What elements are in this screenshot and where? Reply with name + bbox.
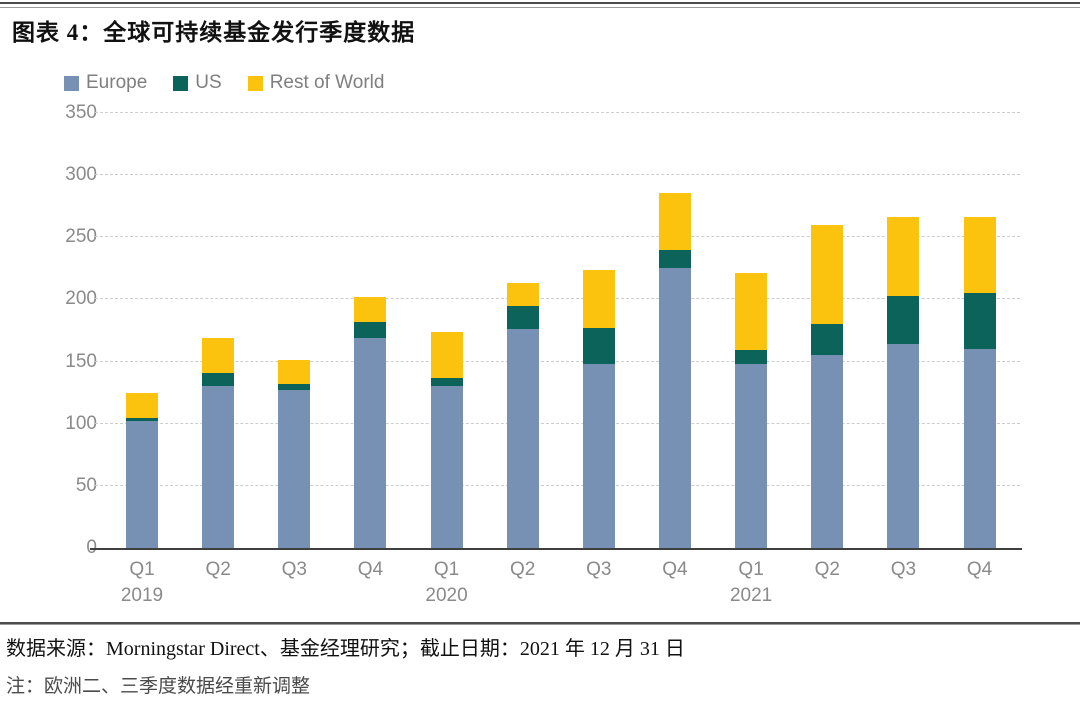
bar-segment-rest-of-world-q3-2020 (582, 269, 615, 329)
bar-segment-europe-q1-2019 (126, 421, 158, 548)
bar-segment-rest-of-world-q3-2021 (887, 217, 920, 296)
bar-segment-us-q2-2019 (202, 372, 235, 387)
gridline-250 (95, 236, 1020, 238)
bar-segment-rest-of-world-q4-2020 (658, 192, 691, 250)
source-text: 数据来源：Morningstar Direct、基金经理研究；截止日期：2021… (6, 638, 685, 660)
gridline-50 (95, 484, 1020, 486)
bar-segment-us-q4-2019 (354, 321, 387, 338)
europe-swatch-icon (64, 75, 79, 91)
x-tick-label: Q1 (738, 559, 764, 580)
legend-label-us: US (195, 72, 222, 93)
us-swatch-icon (173, 75, 189, 91)
bar-segment-europe-q3-2020 (582, 364, 615, 548)
bar-segment-europe-q4-2021 (963, 349, 996, 548)
x-tick-label: Q3 (586, 559, 612, 580)
bar-segment-europe-q4-2020 (658, 268, 691, 548)
rest-of-world-swatch-icon (247, 75, 263, 91)
legend-label-europe: Europe (86, 72, 148, 93)
bar-segment-europe-q3-2019 (278, 390, 311, 548)
bar-segment-europe-q1-2021 (735, 364, 768, 548)
legend-label-rest-of-world: Rest of World (269, 72, 385, 93)
x-tick-label: Q4 (357, 559, 384, 580)
bar-segment-europe-q2-2019 (202, 386, 235, 548)
bar-segment-rest-of-world-q4-2021 (963, 217, 996, 294)
bar-segment-rest-of-world-q2-2020 (506, 283, 539, 306)
legend-item-europe: Europe (64, 72, 147, 94)
legend-item-us: US (173, 72, 222, 94)
x-tick-year-label: 2019 (120, 585, 164, 606)
bar-segment-rest-of-world-q2-2021 (811, 224, 844, 325)
bar-segment-europe-q2-2020 (506, 329, 539, 548)
y-tick-label: 150 (65, 350, 97, 372)
bar-segment-europe-q1-2020 (430, 386, 463, 548)
x-tick-label: Q2 (205, 559, 231, 580)
bar-segment-us-q2-2020 (506, 305, 539, 330)
bottom-divider (0, 622, 1080, 625)
x-tick-label: Q4 (662, 559, 688, 580)
y-tick-label: 100 (65, 412, 97, 434)
gridline-100 (95, 422, 1020, 424)
y-tick-label: 250 (65, 226, 97, 248)
gridline-300 (95, 174, 1020, 176)
bar-segment-us-q1-2019 (126, 417, 158, 422)
bar-segment-us-q1-2020 (430, 377, 463, 387)
bar-segment-europe-q2-2021 (811, 355, 844, 548)
bar-segment-us-q4-2021 (963, 293, 996, 350)
x-axis-baseline (90, 548, 1022, 550)
bar-segment-rest-of-world-q2-2019 (202, 337, 235, 373)
plot-area (90, 112, 1022, 550)
bar-segment-us-q1-2021 (735, 350, 768, 365)
chart-legend: Europe US Rest of World (64, 72, 384, 94)
y-tick-label: 200 (65, 288, 97, 310)
bar-segment-us-q3-2020 (582, 328, 615, 365)
y-tick-label: 350 (65, 102, 97, 123)
bar-segment-us-q4-2020 (658, 249, 691, 269)
x-tick-label: Q2 (510, 559, 536, 580)
x-tick-label: Q1 (129, 559, 155, 580)
note-text: 注：欧洲二、三季度数据经重新调整 (6, 676, 311, 697)
legend-item-rest-of-world: Rest of World (247, 72, 385, 94)
bar-segment-rest-of-world-q4-2019 (354, 296, 387, 322)
bar-segment-rest-of-world-q1-2019 (126, 392, 158, 418)
y-tick-label: 300 (65, 164, 97, 186)
gridline-350 (95, 112, 1020, 113)
bar-segment-rest-of-world-q1-2020 (430, 331, 463, 378)
quarterly-fund-launch-chart: Europe US Rest of World 0 50 100 150 200 250 3… (0, 60, 1080, 623)
gridline-200 (95, 298, 1020, 300)
x-tick-label: Q4 (966, 559, 993, 580)
x-axis: Q1 2019 Q2 Q3 Q4 Q1 2020 Q2 Q3 Q4 Q1 2021 Q2 Q3 Q4 (95, 556, 1020, 612)
x-tick-label: Q2 (814, 559, 840, 580)
bar-segment-europe-q4-2019 (354, 337, 387, 548)
gridline-150 (95, 360, 1020, 362)
top-divider (0, 2, 1080, 8)
bar-segment-rest-of-world-q3-2019 (278, 360, 311, 384)
x-tick-label: Q3 (281, 559, 307, 580)
x-tick-label: Q3 (890, 559, 917, 580)
bar-segment-europe-q3-2021 (887, 344, 920, 548)
bar-segment-rest-of-world-q1-2021 (735, 273, 768, 351)
bar-segment-us-q3-2019 (278, 383, 311, 391)
figure-title: 图表 4：全球可持续基金发行季度数据 (12, 20, 416, 45)
y-tick-label: 0 (42, 537, 97, 559)
x-tick-year-label: 2020 (425, 585, 468, 606)
bar-segment-us-q3-2021 (887, 295, 920, 345)
x-tick-year-label: 2021 (729, 585, 773, 606)
bar-segment-us-q2-2021 (811, 324, 844, 356)
y-tick-label: 50 (75, 474, 97, 496)
x-tick-label: Q1 (433, 559, 460, 580)
